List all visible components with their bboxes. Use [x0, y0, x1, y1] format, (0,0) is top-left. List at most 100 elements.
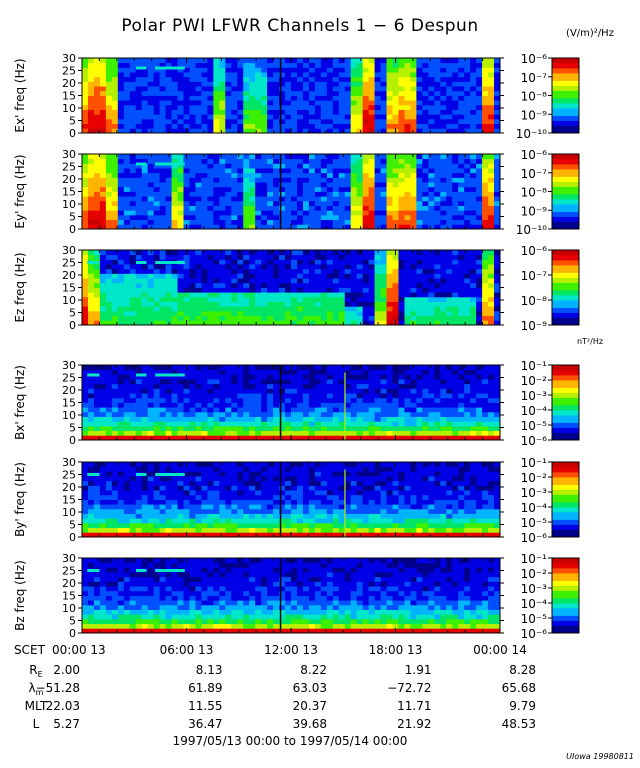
spectrogram-cell: [231, 292, 238, 298]
spectrogram-cell: [494, 402, 501, 408]
spectrogram-cell: [207, 397, 214, 403]
spectrogram-cell: [165, 95, 172, 101]
spectrogram-cell: [314, 369, 322, 375]
spectrogram-cell: [213, 282, 220, 288]
spectrogram-cell: [392, 369, 399, 375]
spectrogram-cell: [362, 58, 370, 64]
spectrogram-cell: [261, 86, 268, 92]
spectrogram-cell: [296, 118, 304, 125]
spectrogram-cell: [189, 393, 196, 399]
y-tick-label: 10: [62, 409, 76, 422]
spectrogram-cell: [476, 287, 483, 293]
spectrogram-cell: [314, 205, 322, 211]
spectrogram-cell: [488, 90, 495, 96]
spectrogram-cell: [87, 72, 95, 78]
spectrogram-cell: [243, 306, 250, 312]
spectrogram-cell: [183, 278, 190, 284]
spectrogram-cell: [99, 250, 107, 256]
y-tick-label: 25: [62, 161, 76, 174]
spectrogram-cell: [87, 374, 95, 380]
spectrogram-cell: [159, 402, 166, 408]
spectrogram-cell: [446, 95, 453, 101]
spectrogram-cell: [362, 205, 370, 211]
spectrogram-cell: [476, 86, 483, 92]
spectrogram-cell: [296, 292, 304, 298]
spectrogram-cell: [267, 163, 274, 169]
spectrogram-cell: [368, 114, 375, 120]
spectrogram-cell: [237, 219, 244, 225]
spectrogram-cell: [350, 296, 358, 302]
spectrogram-cell: [344, 182, 352, 188]
spectrogram-cell: [368, 109, 375, 115]
spectrogram-cell: [195, 282, 202, 288]
spectrogram-cell: [129, 168, 137, 174]
spectrogram-cell: [482, 114, 489, 120]
spectrogram-cell: [416, 306, 423, 312]
spectrogram-cell: [326, 282, 334, 288]
spectrogram-cell: [213, 393, 220, 399]
spectrogram-cell: [165, 416, 172, 422]
spectrogram-cell: [123, 104, 131, 110]
spectrogram-cell: [291, 186, 298, 192]
spectrogram-cell: [326, 67, 334, 73]
spectrogram-cell: [476, 315, 483, 321]
spectrogram-cell: [302, 430, 310, 436]
spectrogram-cell: [458, 320, 465, 326]
spectrogram-cell: [398, 128, 405, 134]
spectrogram-cell: [434, 210, 441, 216]
spectrogram-cell: [279, 435, 286, 441]
spectrogram-cell: [135, 100, 143, 106]
spectrogram-cell: [177, 86, 184, 92]
spectrogram-cell: [416, 264, 423, 270]
spectrogram-cell: [189, 407, 196, 413]
spectrogram-cell: [219, 287, 226, 293]
spectrogram-cell: [320, 250, 328, 256]
spectrogram-cell: [261, 421, 268, 427]
spectrogram-cell: [458, 259, 465, 265]
spectrogram-cell: [291, 114, 298, 120]
spectrogram-cell: [249, 109, 256, 115]
spectrogram-cell: [386, 205, 393, 211]
spectrogram-cell: [201, 76, 208, 82]
spectrogram-cell: [82, 219, 89, 225]
spectrogram-cell: [368, 393, 375, 399]
spectrogram-cell: [249, 310, 256, 317]
spectrogram-cell: [326, 205, 334, 211]
spectrogram-cell: [374, 264, 381, 270]
spectrogram-cell: [440, 168, 447, 174]
spectrogram-cell: [458, 250, 465, 256]
spectrogram-cell: [261, 114, 268, 120]
spectrogram-cell: [470, 282, 477, 288]
spectrogram-cell: [87, 476, 95, 482]
spectrogram-cell: [231, 128, 238, 134]
spectrogram-cell: [386, 128, 393, 134]
spectrogram-cell: [219, 310, 226, 317]
spectrogram-cell: [410, 76, 417, 82]
spectrogram-cell: [183, 205, 190, 211]
spectrogram-cell: [135, 109, 143, 115]
spectrogram-cell: [494, 100, 501, 106]
spectrogram-cell: [488, 402, 495, 408]
spectrogram-cell: [446, 416, 453, 422]
spectrogram-cell: [129, 273, 137, 279]
spectrogram-cell: [225, 200, 232, 206]
spectrogram-cell: [344, 320, 352, 326]
spectrogram-cell: [458, 254, 465, 260]
spectrogram-cell: [338, 95, 346, 101]
spectrogram-cell: [416, 292, 423, 298]
spectrogram-cell: [320, 86, 328, 92]
spectrogram-cell: [428, 278, 435, 284]
spectrogram-cell: [338, 421, 346, 427]
spectrogram-cell: [368, 365, 375, 371]
spectrogram-cell: [446, 76, 453, 82]
spectrogram-cell: [362, 168, 370, 174]
spectrogram-cell: [344, 416, 352, 422]
spectrogram-cell: [422, 383, 429, 389]
spectrogram-cell: [255, 182, 262, 188]
spectrogram-cell: [87, 118, 95, 125]
spectrogram-cell: [207, 62, 214, 68]
spectrogram-cell: [291, 158, 298, 164]
spectrogram-cell: [326, 393, 334, 399]
spectrogram-cell: [416, 296, 423, 302]
spectrogram-cell: [482, 250, 489, 256]
